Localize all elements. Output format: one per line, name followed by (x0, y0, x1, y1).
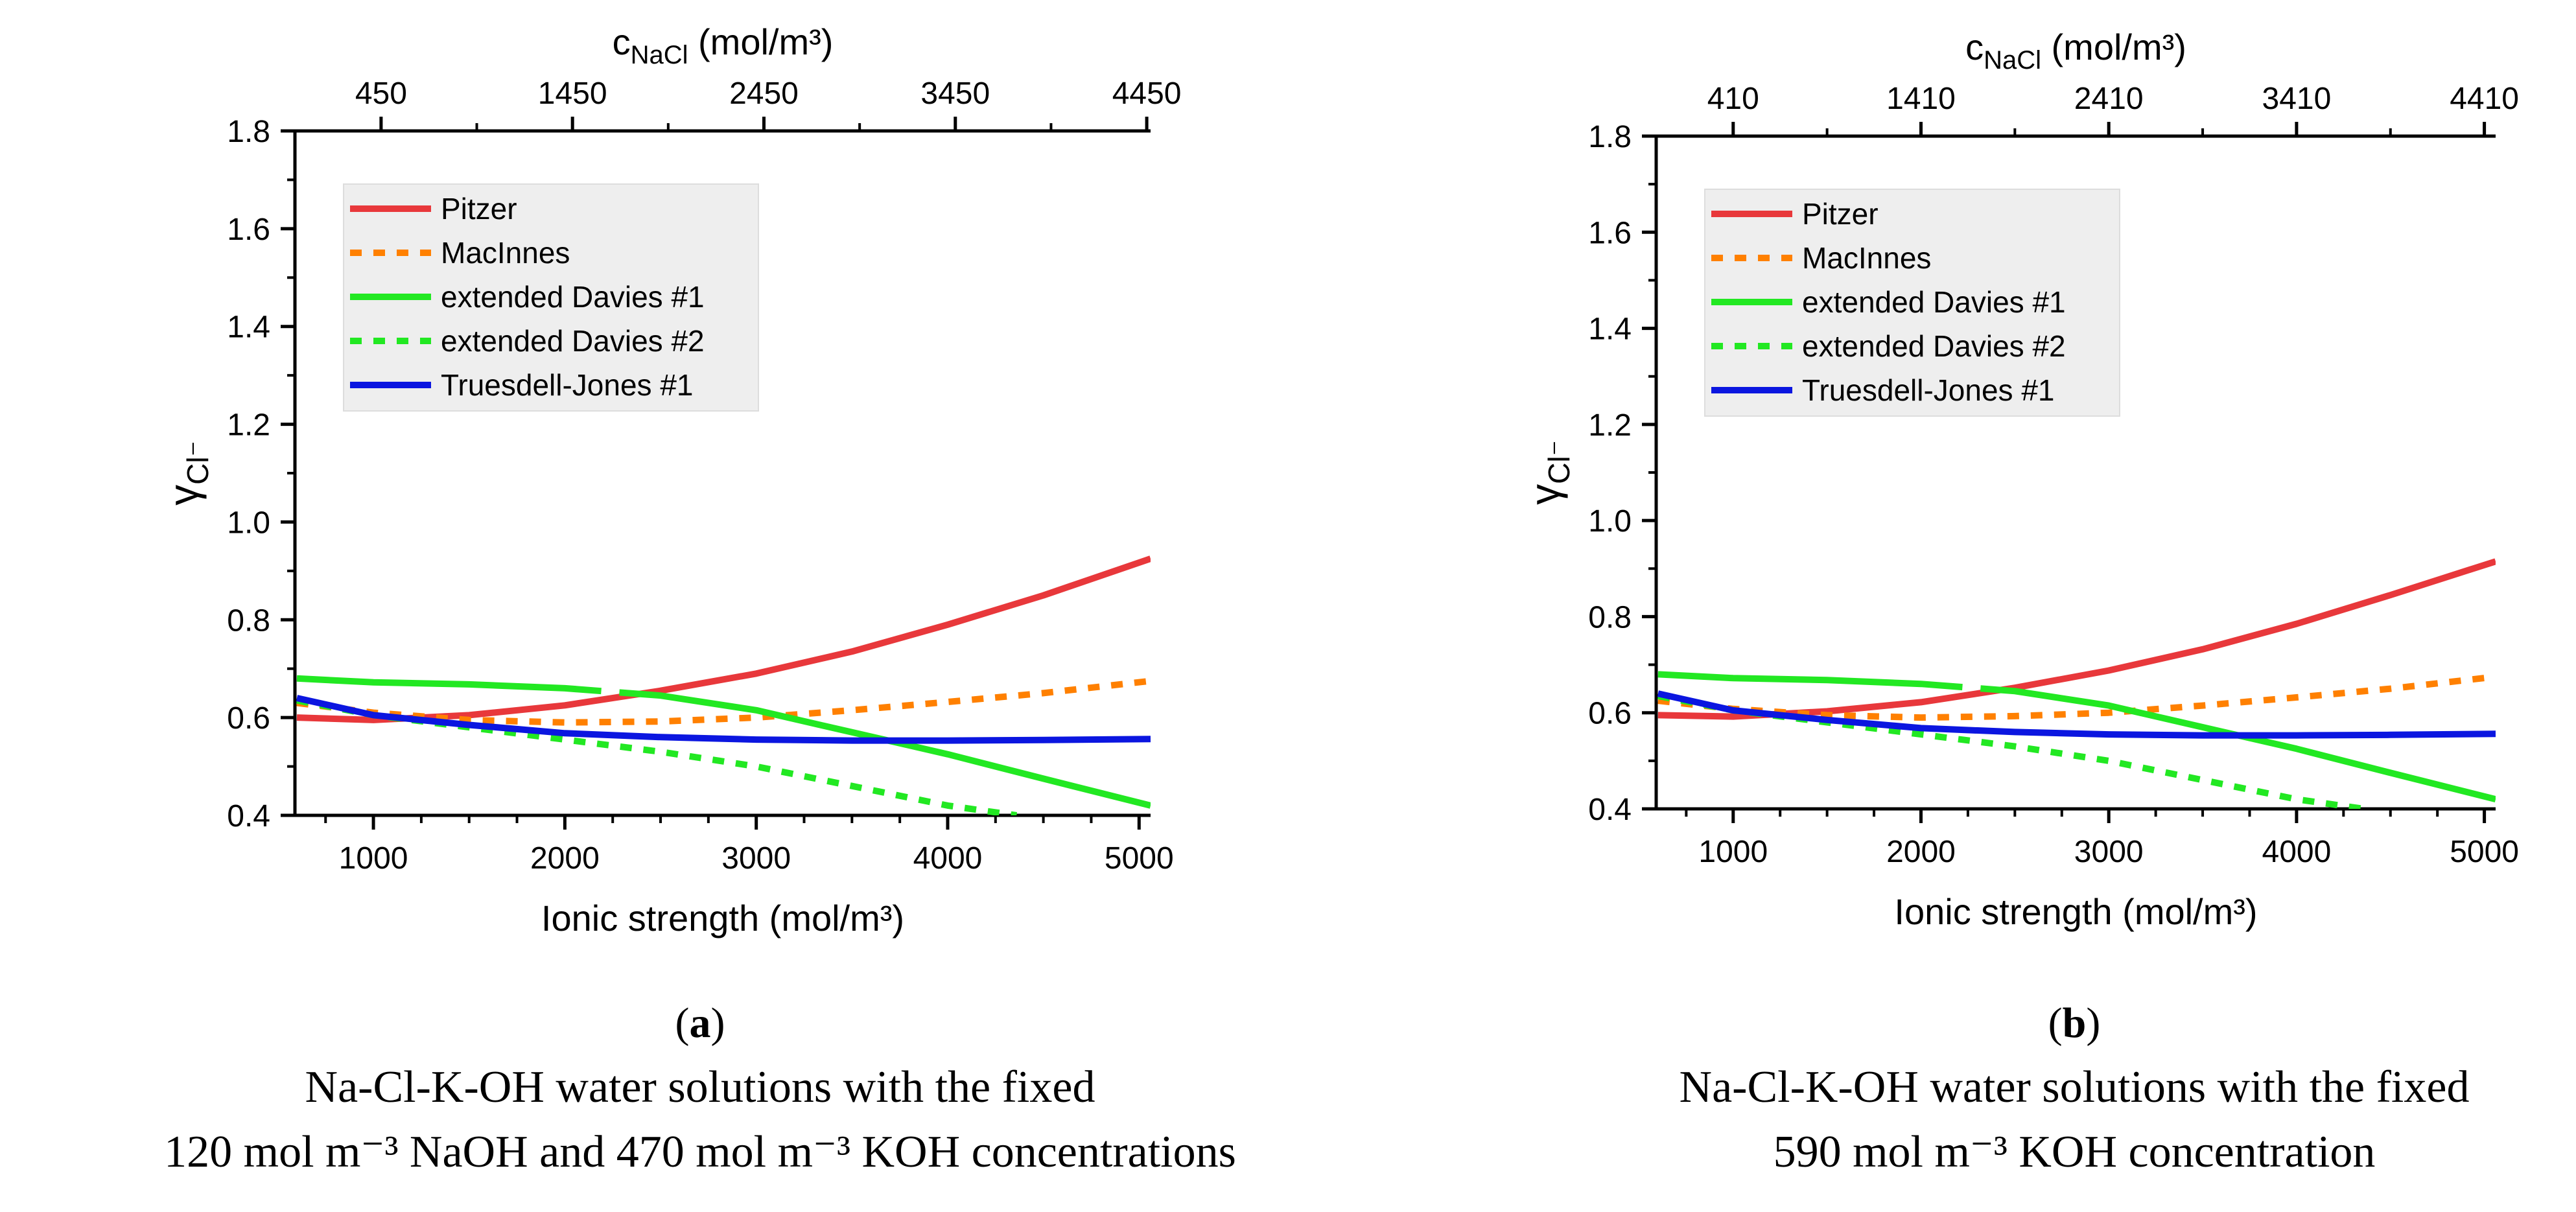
series-group (1657, 558, 2496, 809)
top-tick-label: 3450 (920, 76, 990, 111)
x-tick-label: 2000 (1886, 835, 1956, 869)
x-tick-label: 2000 (530, 841, 600, 876)
top-axis-label: cNaCl (mol/m³) (1965, 27, 2186, 75)
panel-label-open: ( (675, 999, 690, 1047)
top-tick-label: 4410 (2450, 82, 2519, 116)
y-tick-label: 0.4 (227, 799, 270, 833)
top-label-rest: (mol/m³) (2041, 27, 2186, 67)
legend-label: Truesdell-Jones #1 (1802, 373, 2055, 407)
caption-line: Na-Cl-K-OH water solutions with the fixe… (1680, 1062, 2470, 1112)
legend-label: Pitzer (1802, 197, 1879, 231)
top-tick-label: 1450 (538, 76, 607, 111)
y-tick-label: 1.0 (1588, 504, 1632, 539)
top-tick-label: 2450 (729, 76, 799, 111)
x-tick-label: 5000 (2450, 835, 2519, 869)
top-label-base: c (1965, 27, 1984, 67)
legend-label: MacInnes (1802, 241, 1931, 275)
top-tick-label: 410 (1707, 82, 1759, 116)
series-group (296, 555, 1151, 815)
legend-label: Truesdell-Jones #1 (441, 368, 694, 402)
legend-label: extended Davies #1 (441, 280, 705, 314)
y-tick-label: 1.2 (1588, 408, 1632, 443)
series-line-macinnes (296, 677, 1151, 726)
series-line-truesdell-jones-1 (1657, 690, 2496, 739)
caption-line: 120 mol m⁻³ NaOH and 470 mol m⁻³ KOH con… (164, 1127, 1236, 1177)
top-tick-label: 4450 (1112, 76, 1182, 111)
x-tick-label: 4000 (913, 841, 983, 876)
top-label-rest: (mol/m³) (688, 21, 833, 62)
chart-panel-b: 1000 2000 3000 4000 5000 410 1410 2410 3410 4410 0… (1521, 27, 2519, 1177)
panel-label: (b) (2048, 999, 2101, 1047)
x-tick-label: 3000 (721, 841, 791, 876)
x-tick-label: 1000 (339, 841, 408, 876)
chart-panel-a: 1000 2000 3000 4000 5000 450 1450 2450 3450 4450 0… (160, 21, 1236, 1177)
panel-label-close: ) (2086, 999, 2100, 1047)
top-axis-label: cNaCl (mol/m³) (613, 21, 834, 69)
y-label-sub: Cl⁻ (181, 441, 215, 485)
panel-label-letter: a (690, 999, 711, 1047)
top-tick-label: 450 (355, 76, 407, 111)
caption-line: Na-Cl-K-OH water solutions with the fixe… (305, 1062, 1095, 1112)
y-tick-label: 1.4 (1588, 312, 1632, 347)
y-label-base: γ (160, 485, 207, 506)
y-tick-label: 0.8 (227, 603, 270, 638)
y-tick-label: 1.8 (227, 115, 270, 149)
top-label-sub: NaCl (1984, 46, 2041, 75)
y-tick-label: 1.0 (227, 506, 270, 540)
y-tick-label: 1.6 (1588, 216, 1632, 250)
x-tick-label: 4000 (2262, 835, 2332, 869)
series-line-extended-davies-1 (1657, 671, 2496, 803)
y-tick-label: 1.4 (227, 310, 270, 345)
top-label-base: c (613, 21, 631, 62)
panel-label: (a) (675, 999, 725, 1047)
y-tick-label: 0.4 (1588, 793, 1632, 827)
panel-label-letter: b (2063, 999, 2087, 1047)
y-label-base: γ (1521, 484, 1568, 505)
legend-label: extended Davies #2 (1802, 329, 2066, 363)
panel-label-close: ) (711, 999, 725, 1047)
y-tick-label: 1.2 (227, 408, 270, 443)
legend-label: Pitzer (441, 192, 517, 226)
top-tick-label: 3410 (2262, 82, 2332, 116)
top-tick-label: 2410 (2074, 82, 2144, 116)
x-tick-label: 5000 (1105, 841, 1174, 876)
x-axis-label: Ionic strength (mol/m³) (541, 898, 904, 938)
legend-label: extended Davies #1 (1802, 285, 2066, 319)
x-tick-label: 1000 (1698, 835, 1768, 869)
y-tick-label: 0.6 (227, 701, 270, 736)
y-axis-label: γCl⁻ (1521, 440, 1576, 505)
x-tick-label: 3000 (2074, 835, 2144, 869)
y-axis-label: γCl⁻ (160, 441, 215, 506)
y-tick-label: 0.8 (1588, 600, 1632, 635)
legend-label: extended Davies #2 (441, 324, 705, 358)
top-label-sub: NaCl (631, 41, 688, 69)
series-line-extended-davies-2 (1657, 692, 2365, 809)
y-label-sub: Cl⁻ (1542, 440, 1576, 484)
x-axis-label: Ionic strength (mol/m³) (1894, 891, 2257, 932)
y-tick-label: 0.6 (1588, 697, 1632, 731)
series-line-truesdell-jones-1 (296, 695, 1151, 744)
panel-label-open: ( (2048, 999, 2063, 1047)
series-line-extended-davies-1 (296, 675, 1151, 809)
caption-line: 590 mol m⁻³ KOH concentration (1774, 1127, 2376, 1177)
y-tick-label: 1.6 (227, 213, 270, 247)
top-tick-label: 1410 (1886, 82, 1956, 116)
y-tick-label: 1.8 (1588, 120, 1632, 154)
legend-label: MacInnes (441, 236, 570, 270)
